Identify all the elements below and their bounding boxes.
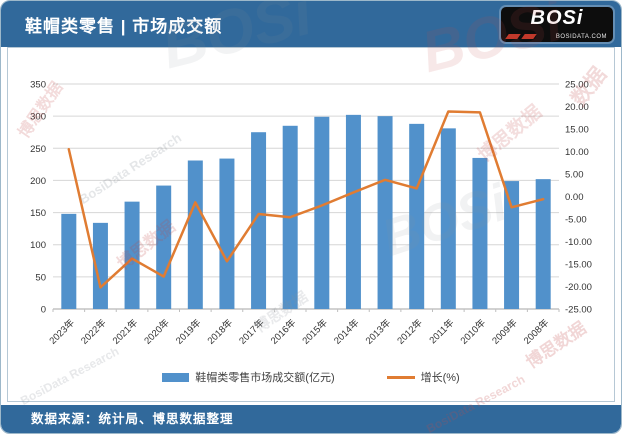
left-axis-tick: 350 [30, 80, 46, 91]
bar-2009年 [504, 181, 520, 309]
right-axis-tick: 25.00 [565, 80, 589, 91]
right-axis-tick: 10.00 [565, 147, 589, 158]
bar-2017年 [251, 132, 267, 309]
bar-2022年 [92, 222, 108, 309]
logo-wordmark: BOSi [530, 6, 584, 29]
right-axis-tick: -5.00 [565, 215, 587, 226]
right-axis-labels: 25.00 20.00 15.00 10.00 5.00 0.00 -5.00 -10.00 -… [565, 80, 592, 316]
right-axis-tick: 20.00 [565, 102, 589, 113]
x-axis-label: 2016年 [268, 316, 299, 347]
x-axis-labels: 2023年 2022年 2021年 2020年 2019年 2018年 2017年 2016年… [47, 316, 552, 347]
legend-item-line: 增长(%) [386, 369, 460, 385]
chart-legend: 鞋帽类零售市场成交额(亿元) 增长(%) [8, 369, 614, 385]
page-title: 鞋帽类零售 | 市场成交额 [25, 16, 223, 36]
left-axis-tick: 250 [30, 144, 46, 155]
logo-stripe-icon [521, 33, 537, 39]
footer-bar: 数据来源：统计局、博思数据整理 [1, 405, 621, 433]
bar-2020年 [156, 185, 172, 309]
bar-2021年 [124, 201, 140, 309]
right-axis-tick: -25.00 [565, 305, 592, 316]
right-axis-tick: -15.00 [565, 260, 592, 271]
x-axis-label: 2019年 [173, 316, 204, 347]
legend-item-bar: 鞋帽类零售市场成交额(亿元) [162, 369, 335, 385]
x-axis-label: 2009年 [490, 316, 521, 347]
legend-bar-label: 鞋帽类零售市场成交额(亿元) [195, 372, 335, 384]
left-axis-tick: 150 [30, 208, 46, 219]
x-axis-label: 2013年 [363, 316, 394, 347]
header-bar: 鞋帽类零售 | 市场成交额 BOSi BOSIDATA.COM [1, 1, 621, 47]
combo-chart: 350 300 250 200 150 100 50 0 25.00 20.00 15.00 10.0… [30, 80, 592, 347]
bar-2023年 [61, 213, 77, 309]
logo-decoration: BOSIDATA.COM [505, 32, 609, 40]
legend-line-swatch [386, 375, 415, 379]
right-axis-tick: 5.00 [565, 170, 584, 181]
left-axis-tick: 200 [30, 176, 46, 187]
x-axis-label: 2020年 [142, 316, 173, 347]
left-axis-tick: 0 [41, 305, 46, 316]
logo-domain: BOSIDATA.COM [555, 33, 607, 40]
bar-2019年 [187, 160, 203, 309]
bar-2015年 [314, 116, 330, 310]
right-axis-tick: 15.00 [565, 125, 589, 136]
x-axis-label: 2018年 [205, 316, 236, 347]
left-axis-tick: 50 [35, 272, 46, 283]
bar-2012年 [409, 123, 425, 309]
x-axis-label: 2015年 [300, 316, 331, 347]
x-axis-label: 2017年 [237, 316, 268, 347]
x-axis-label: 2010年 [458, 316, 489, 347]
x-axis-label: 2023年 [47, 316, 78, 347]
left-axis-tick: 300 [30, 112, 46, 123]
growth-line [67, 110, 545, 289]
bar-2008年 [535, 179, 551, 309]
bar-2011年 [440, 128, 456, 309]
right-axis-tick: -10.00 [565, 237, 592, 248]
legend-line-label: 增长(%) [420, 372, 460, 384]
legend-bar-swatch [162, 372, 190, 382]
bar-2013年 [377, 116, 393, 310]
bar-series [61, 114, 551, 310]
x-axis-label: 2021年 [110, 316, 141, 347]
x-axis-label: 2011年 [427, 316, 457, 346]
left-axis-labels: 350 300 250 200 150 100 50 0 [30, 80, 46, 316]
right-axis-tick: -20.00 [565, 282, 592, 293]
x-axis-label: 2012年 [395, 316, 426, 347]
x-axis-label: 2022年 [78, 316, 109, 347]
bar-2014年 [345, 114, 361, 309]
bosidata-logo: BOSi BOSIDATA.COM [501, 6, 613, 42]
logo-stripe-icon [505, 33, 521, 39]
chart-panel: 350 300 250 200 150 100 50 0 25.00 20.00 15.00 10.0… [7, 47, 615, 402]
x-axis-ticks [52, 309, 560, 312]
bar-2018年 [219, 158, 235, 309]
x-axis-label: 2014年 [331, 316, 362, 347]
x-axis-label: 2008年 [521, 316, 552, 347]
right-axis-tick: 0.00 [565, 192, 584, 203]
bar-2010年 [472, 157, 488, 309]
left-axis-tick: 100 [30, 240, 46, 251]
